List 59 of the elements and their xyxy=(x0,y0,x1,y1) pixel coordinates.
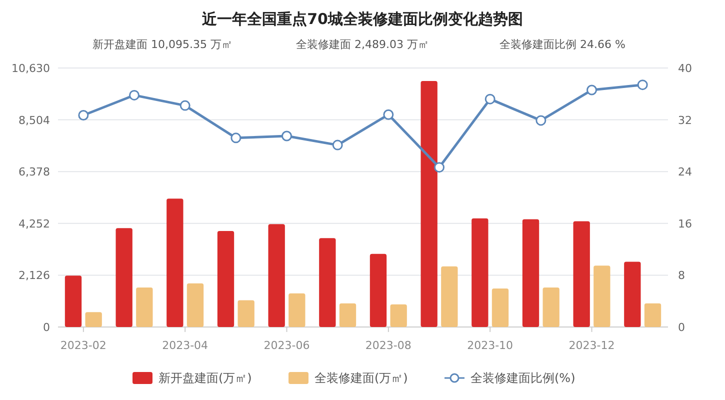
bar xyxy=(166,198,184,327)
y2-tick-label: 24 xyxy=(678,166,692,179)
bar xyxy=(136,288,153,327)
x-tick-label: 2023-04 xyxy=(162,339,208,352)
bar xyxy=(624,262,641,327)
bar xyxy=(441,266,458,327)
point xyxy=(536,115,546,126)
bar xyxy=(268,224,285,327)
bar xyxy=(472,218,488,327)
point xyxy=(434,162,444,173)
y2-tick-label: 16 xyxy=(678,217,692,230)
bar xyxy=(492,288,509,327)
bar xyxy=(238,300,254,327)
bar xyxy=(319,238,336,327)
point xyxy=(586,84,597,96)
legend-label: 新开盘建面(万㎡) xyxy=(158,371,252,385)
bar xyxy=(116,228,132,327)
bar xyxy=(594,266,610,327)
bar xyxy=(85,312,102,327)
y2-tick-label: 8 xyxy=(678,269,685,282)
point xyxy=(180,100,190,111)
point xyxy=(78,110,89,121)
point xyxy=(383,109,394,120)
point xyxy=(637,80,648,90)
x-tick-label: 2023-10 xyxy=(467,339,514,352)
y-tick-label: 2,126 xyxy=(18,269,50,282)
chart-title: 近一年全国重点70城全装修建面比例变化趋势图 xyxy=(201,10,523,28)
bar xyxy=(542,288,560,327)
point xyxy=(282,130,292,142)
x-tick-label: 2023-12 xyxy=(568,339,615,352)
y-tick-label: 8,504 xyxy=(18,114,50,127)
bar xyxy=(644,303,662,327)
y-tick-label: 6,378 xyxy=(18,166,50,179)
point xyxy=(230,132,242,144)
y2-tick-label: 0 xyxy=(678,321,685,334)
y2-tick-label: 40 xyxy=(678,62,692,75)
bar xyxy=(339,303,356,327)
point xyxy=(484,94,496,104)
bar xyxy=(288,293,306,327)
point xyxy=(332,140,343,150)
bar xyxy=(420,81,438,327)
bar xyxy=(370,254,387,327)
bar xyxy=(522,219,540,327)
y-tick-label: 0 xyxy=(43,321,50,334)
y-tick-label: 4,252 xyxy=(18,217,50,230)
x-tick-label: 2023-08 xyxy=(365,339,412,352)
legend-label: 全装修建面(万㎡) xyxy=(314,371,408,385)
x-tick-label: 2023-02 xyxy=(60,339,106,352)
bar xyxy=(217,231,234,327)
y2-tick-label: 32 xyxy=(678,114,692,127)
x-tick-label: 2023-06 xyxy=(264,339,310,352)
bar xyxy=(64,276,82,327)
bar xyxy=(186,283,204,327)
annotations: 新开盘建面 10,095.35 万㎡ 全装修建面 2,489.03 万㎡ 全装修建面比例 24.66 % xyxy=(92,38,626,51)
bar xyxy=(573,221,590,327)
point xyxy=(129,90,140,100)
legend-label: 全装修建面比例(%) xyxy=(470,371,576,385)
bar xyxy=(390,304,407,327)
y-tick-label: 10,630 xyxy=(12,62,50,75)
